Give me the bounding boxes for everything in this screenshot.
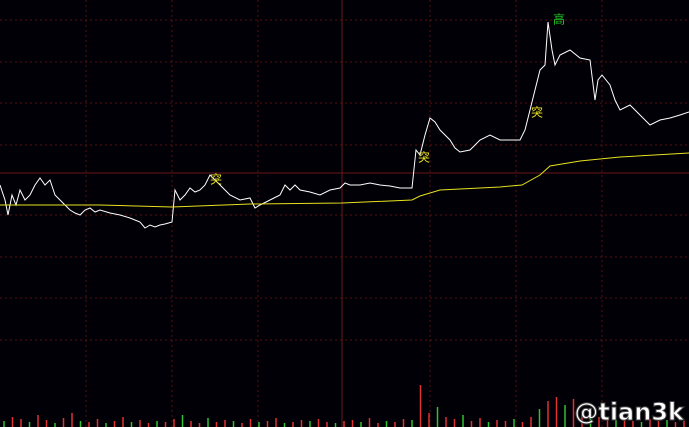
series-line xyxy=(0,152,689,208)
annotation: 突 xyxy=(531,105,543,120)
watermark: @tian3k xyxy=(574,398,685,426)
series-line xyxy=(0,21,689,229)
annotation: 高 xyxy=(553,12,565,27)
annotation: 突 xyxy=(418,150,430,165)
annotation: 突 xyxy=(210,172,222,187)
